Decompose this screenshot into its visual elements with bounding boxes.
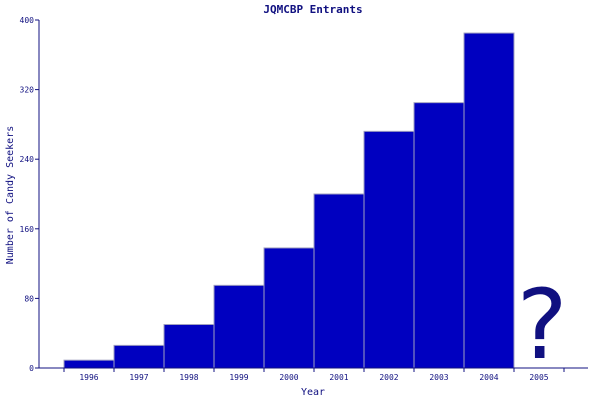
y-tick-label-160: 160	[20, 225, 35, 234]
bar-2004	[463, 32, 515, 369]
x-tick-label-1998: 1998	[179, 373, 198, 382]
bar-1998	[163, 324, 215, 369]
x-tick-label-2005: 2005	[529, 373, 548, 382]
bar-2001	[313, 193, 365, 369]
x-tick-label-2003: 2003	[429, 373, 448, 382]
x-tick-label-1996: 1996	[79, 373, 98, 382]
y-tick-label-240: 240	[20, 155, 35, 164]
x-tick-label-2002: 2002	[379, 373, 398, 382]
bar-2002	[363, 130, 415, 369]
x-tick-label-2001: 2001	[329, 373, 348, 382]
y-tick-label-320: 320	[20, 86, 35, 95]
bar-2003	[413, 102, 465, 369]
y-axis: 0 80 160 240 320 400	[20, 16, 40, 373]
y-axis-label: Number of Candy Seekers	[5, 126, 16, 264]
chart-title: JQMCBP Entrants	[263, 3, 362, 16]
x-tick-label-2000: 2000	[279, 373, 298, 382]
y-tick-label-400: 400	[20, 16, 35, 25]
bars-group	[63, 32, 515, 369]
x-tick-label-1997: 1997	[129, 373, 148, 382]
bar-1996	[63, 359, 115, 369]
bar-1997	[113, 344, 165, 369]
bar-1999	[213, 284, 265, 369]
x-axis: 1996 1997 1998 1999 2000 2001 2002 2003 2004 2005	[39, 367, 588, 382]
unknown-value-annotation: ?	[512, 269, 570, 381]
bar-2000	[263, 247, 315, 369]
y-tick-label-0: 0	[29, 364, 34, 373]
x-axis-label: Year	[301, 387, 325, 398]
x-tick-label-2004: 2004	[479, 373, 498, 382]
y-tick-label-80: 80	[24, 294, 34, 303]
x-tick-label-1999: 1999	[229, 373, 248, 382]
